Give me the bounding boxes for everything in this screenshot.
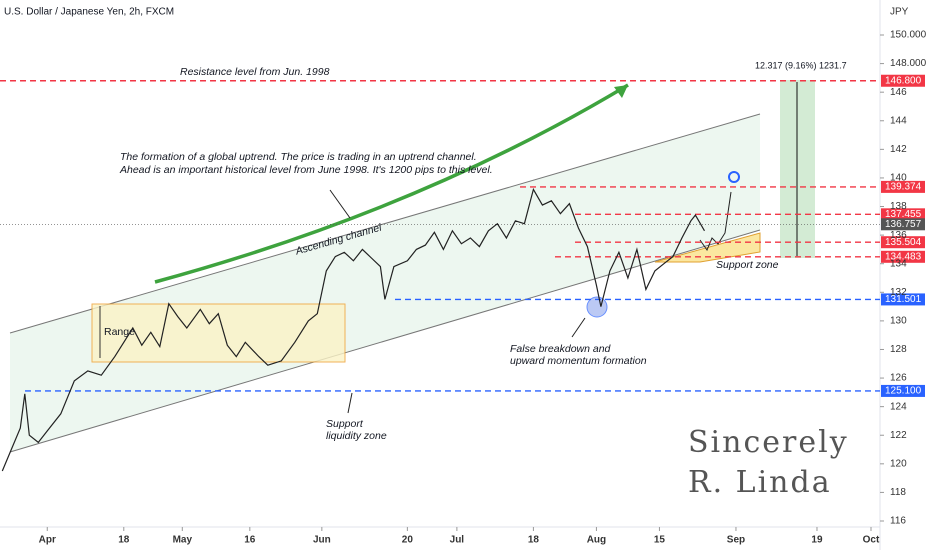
x-tick-label: 20 <box>402 535 414 546</box>
channel-lower <box>9 229 761 453</box>
currency: JPY <box>890 7 909 18</box>
level-tag <box>881 218 925 231</box>
x-tick-label: 15 <box>654 535 666 546</box>
x-tick-label: Jul <box>450 535 465 546</box>
y-tick-label: 116 <box>890 516 906 527</box>
y-tick-label: 144 <box>890 115 907 126</box>
y-tick-label: 126 <box>890 373 907 384</box>
y-tick-label: 124 <box>890 401 907 412</box>
annotation: liquidity zone <box>326 430 387 442</box>
y-tick-label: 142 <box>890 144 907 155</box>
x-tick-label: Sep <box>727 535 745 546</box>
x-tick-label: 18 <box>118 535 130 546</box>
y-tick-label: 140 <box>890 173 907 184</box>
y-tick-label: 150.000 <box>890 30 927 41</box>
annotation: Support <box>326 418 364 430</box>
level-label: 134.483 <box>885 251 922 262</box>
level-tag <box>881 74 925 87</box>
annotation: Support zone <box>716 259 779 271</box>
x-tick-label: Aug <box>587 535 606 546</box>
x-tick-label: Jun <box>313 535 331 546</box>
level-tag <box>881 293 925 306</box>
target-icon <box>728 171 740 183</box>
x-tick-label: 19 <box>811 535 823 546</box>
y-tick-label: 148.000 <box>890 58 927 69</box>
level-label: 136.757 <box>885 219 922 230</box>
pointer <box>571 317 586 338</box>
level-label: 131.501 <box>885 294 922 305</box>
x-tick-label: 18 <box>528 535 540 546</box>
trend-arrow <box>154 83 629 284</box>
y-tick-label: 136 <box>890 230 907 241</box>
chart-title: U.S. Dollar / Japanese Yen, 2h, FXCM <box>4 7 174 18</box>
projection <box>699 191 732 252</box>
signature: Sincerely <box>688 425 849 460</box>
trend-arrow-head <box>614 85 628 98</box>
level-tag <box>881 250 925 263</box>
x-tick-label: Oct <box>863 535 880 546</box>
x-tick-label: May <box>173 535 193 546</box>
y-tick-label: 118 <box>890 487 906 498</box>
annotation: upward momentum formation <box>510 355 647 367</box>
y-tick-label: 128 <box>890 344 907 355</box>
y-tick-label: 122 <box>890 430 907 441</box>
y-tick-label: 134 <box>890 258 907 269</box>
pointer <box>347 392 353 414</box>
level-label: 137.455 <box>885 209 922 220</box>
annotation: Ahead is an important historical level f… <box>119 164 493 176</box>
y-tick-label: 132 <box>890 287 907 298</box>
y-tick-label: 138 <box>890 201 907 212</box>
level-tag <box>881 236 925 249</box>
level-label: 135.504 <box>885 237 922 248</box>
level-label: 139.374 <box>885 182 922 193</box>
level-label: 125.100 <box>885 386 922 397</box>
level-tag <box>881 208 925 221</box>
price-line <box>1 187 706 472</box>
level-tag <box>881 384 925 397</box>
y-tick-label: 130 <box>890 316 907 327</box>
annotation: Resistance level from Jun. 1998 <box>180 66 330 78</box>
x-tick-label: Apr <box>39 535 56 546</box>
annotation: 12.317 (9.16%) 1231.7 <box>755 60 847 70</box>
channel-upper <box>9 113 761 334</box>
level-label: 146.800 <box>885 75 922 86</box>
annotation: Range <box>104 326 135 338</box>
signature: R. Linda <box>688 465 832 500</box>
pointer <box>329 189 351 219</box>
y-tick-label: 146 <box>890 87 907 98</box>
level-tag <box>881 180 925 193</box>
x-tick-label: 16 <box>244 535 256 546</box>
annotation: The formation of a global uptrend. The p… <box>120 151 477 163</box>
y-tick-label: 120 <box>890 458 907 469</box>
channel-fill <box>10 114 760 452</box>
annotation: False breakdown and <box>510 343 612 355</box>
